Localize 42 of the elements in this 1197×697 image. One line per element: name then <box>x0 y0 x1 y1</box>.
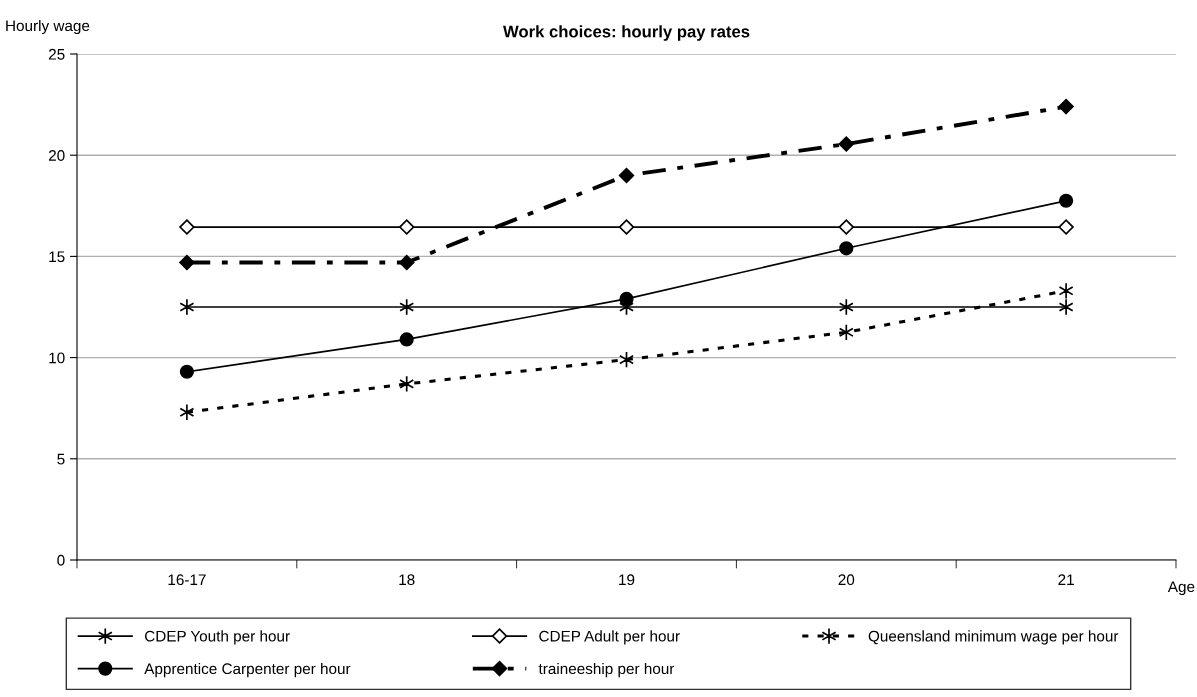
point <box>838 298 854 316</box>
x-tick-label: 21 <box>1058 574 1074 585</box>
y-axis-title: Hourly wage <box>6 19 90 35</box>
point <box>618 167 635 184</box>
point <box>1058 282 1074 300</box>
y-tick-label: 5 <box>57 453 65 465</box>
point <box>179 364 194 379</box>
chart-title: Work choices: hourly pay rates <box>503 25 750 41</box>
legend-label: Queensland minimum wage per hour <box>868 630 1119 645</box>
point <box>399 298 415 316</box>
y-tick-label: 10 <box>49 352 65 364</box>
point <box>838 136 855 152</box>
y-tick-label: 25 <box>48 48 65 60</box>
point <box>179 403 195 421</box>
point <box>179 254 195 271</box>
legend-label: Apprentice Carpenter per hour <box>144 662 351 678</box>
legend-label: CDEP Adult per hour <box>539 630 680 645</box>
x-axis-title: Age <box>1167 581 1195 596</box>
point <box>398 219 415 235</box>
point <box>838 323 854 341</box>
point <box>1059 193 1074 208</box>
legend-label: CDEP Youth per hour <box>145 630 290 645</box>
x-tick-label: 19 <box>619 574 635 586</box>
x-tick-label: 20 <box>838 574 855 586</box>
point <box>838 219 855 235</box>
point <box>398 254 415 271</box>
point <box>1058 219 1074 235</box>
point <box>399 332 414 347</box>
point <box>1058 298 1074 316</box>
y-tick-label: 0 <box>57 554 65 566</box>
legend-label: traineeship per hour <box>538 662 675 678</box>
point <box>619 291 634 306</box>
point <box>179 298 195 316</box>
y-tick-label: 15 <box>49 251 65 263</box>
x-tick-label: 16-17 <box>168 574 206 586</box>
x-tick-label: 18 <box>399 574 415 586</box>
point <box>618 219 635 235</box>
y-tick-label: 20 <box>48 150 65 161</box>
point <box>1058 98 1074 115</box>
point <box>399 375 415 393</box>
point <box>839 241 854 256</box>
point <box>179 219 195 235</box>
